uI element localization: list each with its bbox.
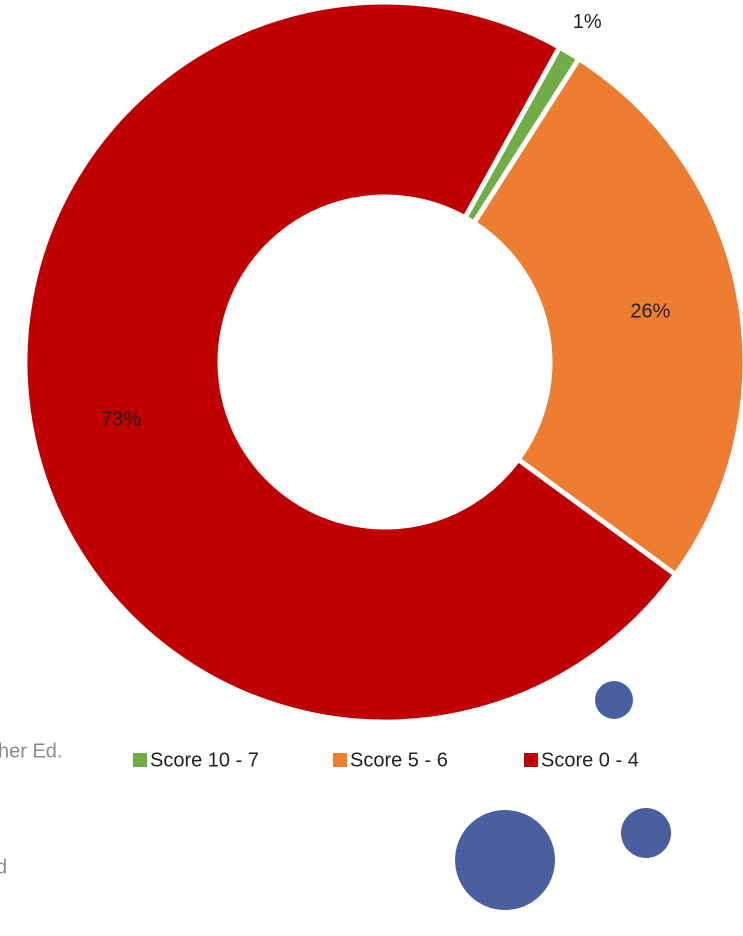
legend-label: Score 5 - 6 [350, 749, 448, 771]
slice [470, 55, 743, 579]
data-label: 26% [630, 301, 670, 323]
decor-circle [455, 810, 555, 910]
cropped-text: d [0, 856, 7, 878]
cropped-text: her Ed. [0, 740, 62, 762]
legend-swatch [333, 753, 347, 767]
legend-label: Score 0 - 4 [541, 749, 639, 771]
legend-swatch [524, 753, 538, 767]
decor-circle [621, 808, 671, 858]
data-label: 73% [101, 408, 141, 430]
data-label: 1% [573, 11, 602, 33]
legend-label: Score 10 - 7 [150, 749, 259, 771]
legend-swatch [133, 753, 147, 767]
slice [22, 0, 680, 725]
decor-circle [595, 681, 633, 719]
